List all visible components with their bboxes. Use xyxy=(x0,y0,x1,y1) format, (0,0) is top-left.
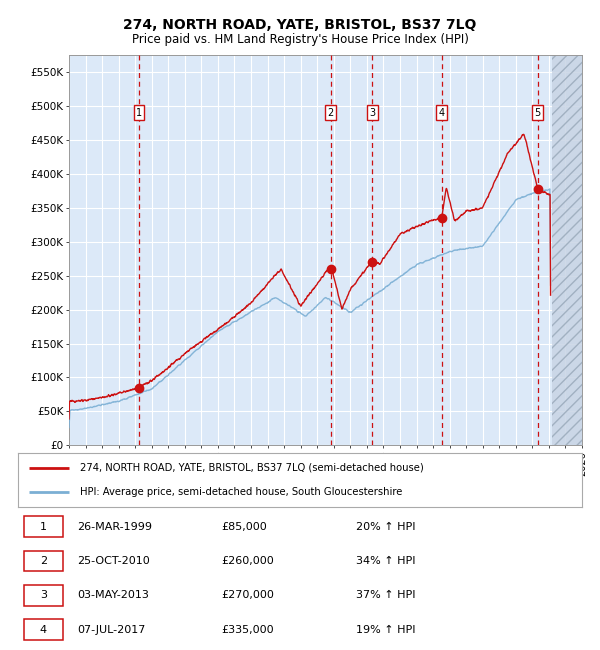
Text: £335,000: £335,000 xyxy=(221,625,274,634)
Text: 20% ↑ HPI: 20% ↑ HPI xyxy=(356,522,416,532)
Text: 2: 2 xyxy=(40,556,47,566)
Text: £270,000: £270,000 xyxy=(221,590,274,601)
FancyBboxPatch shape xyxy=(23,585,63,606)
Text: Price paid vs. HM Land Registry's House Price Index (HPI): Price paid vs. HM Land Registry's House … xyxy=(131,32,469,46)
Text: 34% ↑ HPI: 34% ↑ HPI xyxy=(356,556,416,566)
Text: 26-MAR-1999: 26-MAR-1999 xyxy=(77,522,152,532)
Text: 274, NORTH ROAD, YATE, BRISTOL, BS37 7LQ (semi-detached house): 274, NORTH ROAD, YATE, BRISTOL, BS37 7LQ… xyxy=(80,463,424,473)
FancyBboxPatch shape xyxy=(23,517,63,537)
Text: 3: 3 xyxy=(40,590,47,601)
Text: £260,000: £260,000 xyxy=(221,556,274,566)
Text: 03-MAY-2013: 03-MAY-2013 xyxy=(77,590,149,601)
Text: 1: 1 xyxy=(136,108,142,118)
FancyBboxPatch shape xyxy=(23,619,63,640)
Text: 2: 2 xyxy=(328,108,334,118)
Text: 4: 4 xyxy=(439,108,445,118)
Text: HPI: Average price, semi-detached house, South Gloucestershire: HPI: Average price, semi-detached house,… xyxy=(80,488,403,497)
Text: 4: 4 xyxy=(40,625,47,634)
Text: 25-OCT-2010: 25-OCT-2010 xyxy=(77,556,150,566)
Bar xyxy=(552,55,582,445)
Text: 1: 1 xyxy=(40,522,47,532)
Text: 37% ↑ HPI: 37% ↑ HPI xyxy=(356,590,416,601)
Text: 07-JUL-2017: 07-JUL-2017 xyxy=(77,625,146,634)
Text: 19% ↑ HPI: 19% ↑ HPI xyxy=(356,625,416,634)
Text: 274, NORTH ROAD, YATE, BRISTOL, BS37 7LQ: 274, NORTH ROAD, YATE, BRISTOL, BS37 7LQ xyxy=(124,18,476,32)
Text: 3: 3 xyxy=(370,108,376,118)
FancyBboxPatch shape xyxy=(23,551,63,571)
Text: 5: 5 xyxy=(535,108,541,118)
Text: £85,000: £85,000 xyxy=(221,522,267,532)
